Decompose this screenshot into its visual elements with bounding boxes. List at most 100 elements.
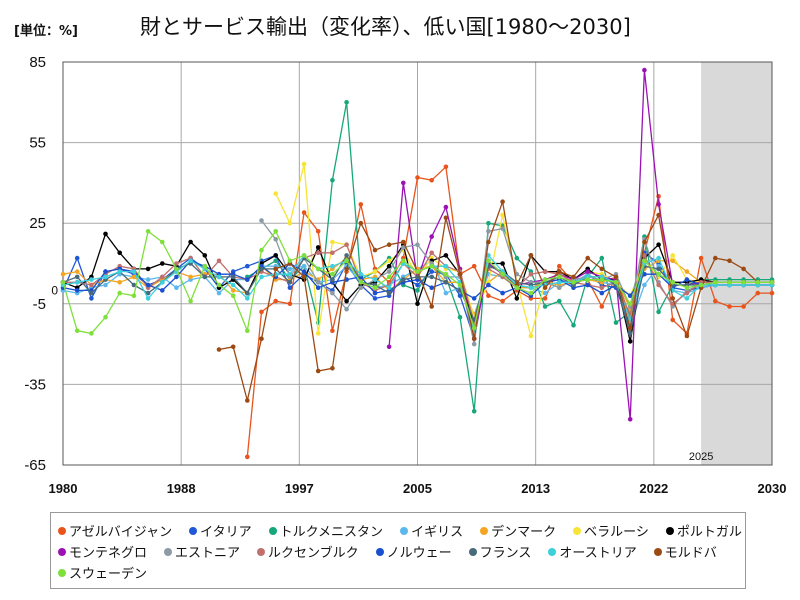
legend-marker bbox=[189, 526, 198, 535]
data-point bbox=[429, 269, 435, 274]
data-point bbox=[471, 336, 477, 342]
data-point bbox=[627, 325, 633, 331]
legend-label: エストニア bbox=[175, 546, 241, 561]
data-point bbox=[542, 269, 548, 274]
y-tick-label: 85 bbox=[29, 54, 46, 71]
data-point bbox=[174, 285, 179, 291]
data-point bbox=[471, 263, 477, 269]
data-point bbox=[542, 285, 548, 291]
data-point bbox=[273, 229, 279, 234]
data-point bbox=[585, 282, 590, 288]
legend-item: エストニア bbox=[164, 542, 240, 561]
data-point bbox=[202, 253, 208, 258]
x-tick-label: 1997 bbox=[285, 481, 314, 496]
data-point bbox=[188, 239, 193, 245]
data-point bbox=[273, 258, 279, 264]
data-point bbox=[429, 177, 435, 183]
data-point bbox=[372, 296, 378, 301]
legend-label: トルクメニスタン bbox=[279, 525, 384, 540]
data-point bbox=[585, 255, 590, 261]
data-point bbox=[755, 290, 761, 296]
data-point bbox=[74, 288, 80, 293]
data-point bbox=[245, 454, 250, 460]
data-point bbox=[188, 298, 193, 304]
data-point bbox=[103, 274, 108, 280]
data-point bbox=[358, 220, 364, 226]
data-point bbox=[372, 290, 378, 296]
legend-item: オーストリア bbox=[548, 542, 637, 561]
y-tick-label: -5 bbox=[33, 296, 46, 313]
forecast-region bbox=[701, 62, 772, 465]
data-point bbox=[429, 304, 435, 309]
data-point bbox=[160, 239, 165, 245]
data-point bbox=[401, 239, 406, 245]
data-point bbox=[429, 274, 435, 280]
data-point bbox=[571, 280, 576, 285]
data-point bbox=[160, 288, 165, 293]
data-point bbox=[457, 271, 463, 277]
legend-marker bbox=[400, 526, 409, 535]
data-point bbox=[656, 271, 661, 277]
data-point bbox=[613, 280, 619, 285]
data-point bbox=[131, 274, 137, 280]
data-point bbox=[528, 290, 534, 296]
data-point bbox=[557, 285, 562, 291]
data-point bbox=[684, 269, 690, 274]
data-point bbox=[103, 269, 108, 274]
data-point bbox=[443, 253, 449, 258]
data-point bbox=[174, 266, 179, 272]
data-point bbox=[145, 296, 151, 301]
data-point bbox=[315, 331, 321, 336]
series-line-13 bbox=[218, 201, 772, 402]
data-point bbox=[89, 282, 94, 288]
data-point bbox=[684, 285, 690, 291]
data-point bbox=[259, 274, 264, 280]
data-point bbox=[145, 229, 151, 234]
data-point bbox=[230, 344, 236, 350]
data-point bbox=[514, 285, 520, 291]
data-point bbox=[429, 285, 435, 291]
data-point bbox=[557, 280, 562, 285]
legend-label: フランス bbox=[479, 546, 532, 561]
legend-item: アゼルバイジャン bbox=[58, 521, 172, 540]
data-point bbox=[599, 304, 605, 309]
data-point bbox=[372, 247, 378, 253]
data-point bbox=[415, 301, 420, 307]
data-point bbox=[486, 229, 491, 234]
data-point bbox=[259, 336, 264, 342]
data-point bbox=[528, 253, 534, 258]
data-point bbox=[670, 253, 675, 258]
data-point bbox=[230, 293, 236, 299]
data-point bbox=[89, 296, 94, 301]
data-point bbox=[74, 269, 80, 274]
data-point bbox=[330, 328, 335, 334]
data-point bbox=[670, 280, 675, 285]
series-group bbox=[60, 67, 775, 460]
x-tick-label: 2022 bbox=[639, 481, 668, 496]
data-point bbox=[131, 282, 137, 288]
data-point bbox=[486, 293, 491, 299]
data-point bbox=[642, 282, 647, 288]
data-point bbox=[245, 328, 250, 334]
legend-item: モルドバ bbox=[653, 542, 717, 561]
chart-title: 財とサービス輸出（変化率）、低い国[1980～2030] bbox=[140, 15, 631, 39]
data-point bbox=[542, 290, 548, 296]
legend-marker bbox=[58, 568, 66, 577]
data-point bbox=[344, 306, 349, 312]
data-point bbox=[344, 253, 349, 258]
data-point bbox=[656, 255, 661, 261]
data-point bbox=[216, 258, 222, 264]
data-point bbox=[698, 255, 704, 261]
data-point bbox=[386, 344, 392, 350]
data-point bbox=[500, 298, 505, 304]
data-point bbox=[344, 258, 349, 264]
data-point bbox=[160, 261, 165, 266]
legend-label: イタリア bbox=[200, 525, 252, 540]
data-point bbox=[202, 274, 208, 280]
data-point bbox=[557, 274, 562, 280]
data-point bbox=[471, 341, 477, 347]
data-point bbox=[542, 304, 548, 309]
data-point bbox=[287, 285, 293, 291]
data-point bbox=[330, 271, 335, 277]
data-point bbox=[613, 320, 619, 325]
